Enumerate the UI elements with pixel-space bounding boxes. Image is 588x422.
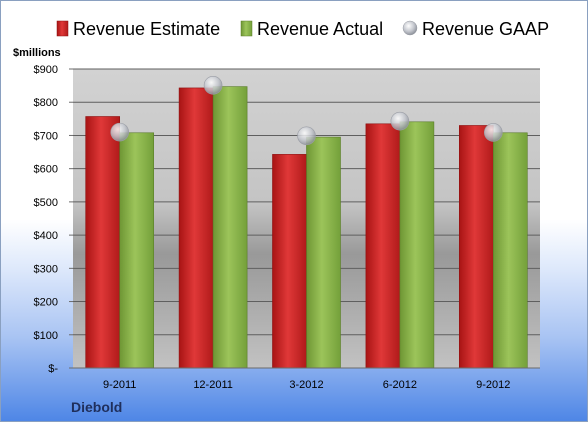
y-tick-labels: $- $100 $200 $300 $400 $500 $600 $700 $800 $900 [34,64,73,375]
x-tick-label: 6-2012 [383,379,417,391]
bar-revenue-actual [212,86,248,369]
y-tick-label: $400 [34,230,58,242]
bar-revenue-actual [119,132,154,369]
legend-item-actual: Revenue Actual [240,19,383,39]
x-tick-label: 3-2012 [289,379,323,391]
bar-revenue-actual [399,121,435,369]
marker-revenue-gaap [483,123,503,142]
bar-revenue-estimate [272,154,307,369]
bar-revenue-estimate [178,87,214,369]
y-tick-label: $100 [34,330,58,342]
y-tick-label: $500 [34,197,58,209]
legend-item-gaap: Revenue GAAP [402,19,549,39]
y-tick-label: $200 [34,297,58,309]
y-tick-label: $700 [34,130,58,142]
y-tick-label: $300 [34,263,58,275]
bar-revenue-actual [306,136,341,369]
x-tick-label: 9-2012 [476,379,510,391]
marker-revenue-gaap [110,122,129,142]
legend-swatch-estimate [56,20,69,37]
legend-label-actual: Revenue Actual [257,19,383,39]
y-tick-label: $- [48,363,58,375]
y-tick-label: $900 [34,64,58,76]
marker-revenue-gaap [203,75,223,95]
marker-revenue-gaap [297,126,316,146]
bar-revenue-estimate [85,116,120,369]
bar-revenue-actual [492,132,528,369]
marker-revenue-gaap [390,111,410,131]
y-axis-units: $millions [13,47,61,59]
x-tick-labels: 9-2011 12-2011 3-2012 6-2012 9-2012 [103,379,510,391]
legend-swatch-gaap [402,20,418,36]
legend-item-estimate: Revenue Estimate [56,19,220,39]
y-tick-label: $800 [34,97,58,109]
company-name: Diebold [71,399,122,415]
legend-label-estimate: Revenue Estimate [73,19,220,39]
gaap-markers [110,75,503,146]
y-tick-label: $600 [34,164,58,176]
legend: Revenue Estimate Revenue Actual Revenue … [56,19,549,39]
x-tick-label: 12-2011 [193,379,233,391]
bars [85,86,528,369]
bar-revenue-estimate [458,125,494,369]
x-tick-label: 9-2011 [103,379,136,391]
bar-revenue-estimate [365,123,401,369]
legend-label-gaap: Revenue GAAP [422,19,549,39]
legend-swatch-actual [240,20,253,37]
